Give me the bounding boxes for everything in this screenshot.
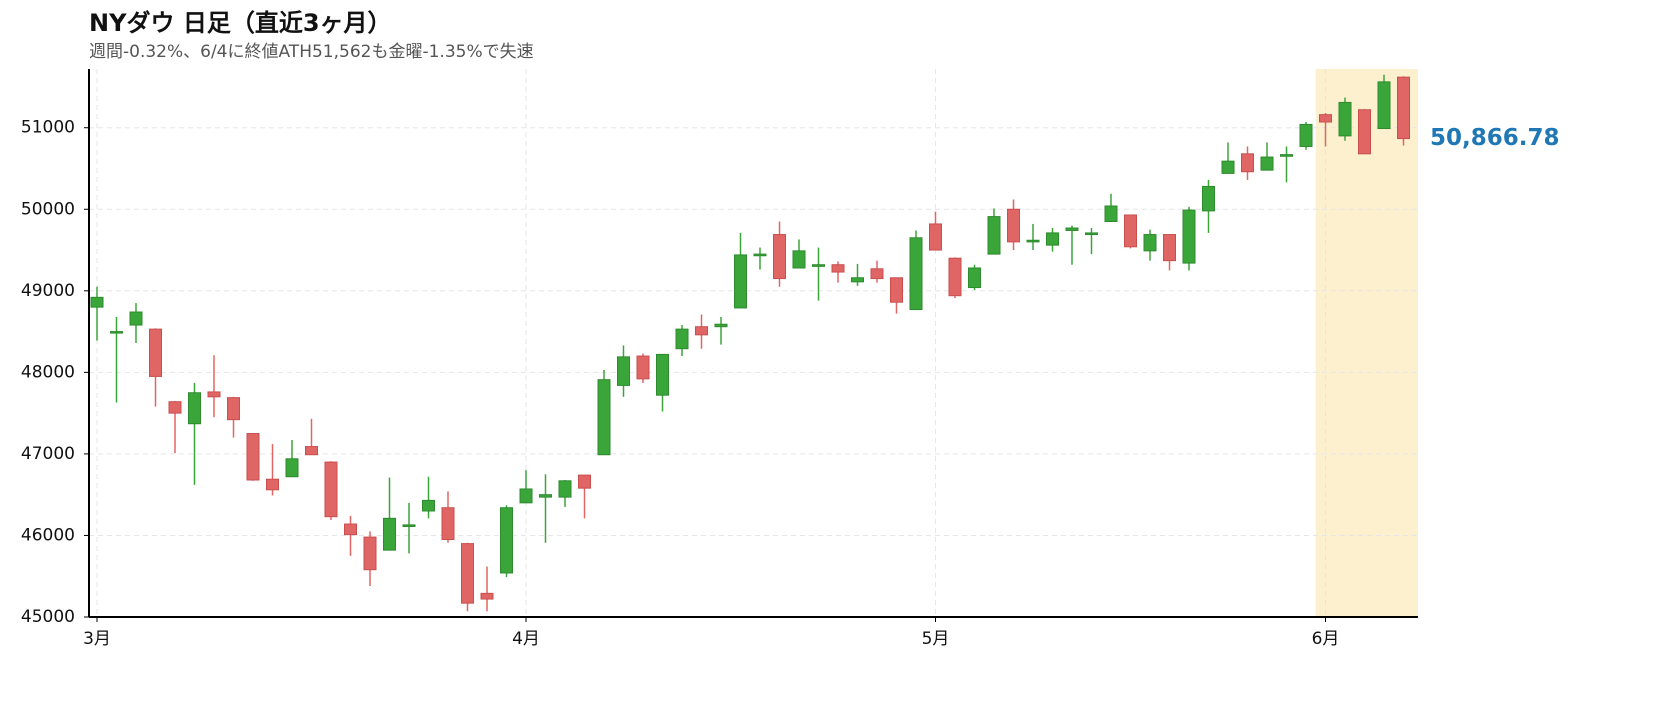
candle-body <box>1397 76 1410 140</box>
candle-body <box>948 257 962 297</box>
candle-body <box>597 379 611 456</box>
candle-body <box>890 277 903 303</box>
candle-body <box>500 507 513 574</box>
candle-body <box>1202 185 1215 212</box>
candle-body <box>636 355 650 380</box>
candle-body <box>753 253 767 257</box>
candle-body <box>968 267 981 289</box>
x-tick-label: 6月 <box>1312 629 1340 649</box>
candle-body <box>519 488 533 504</box>
candle-body <box>363 536 377 571</box>
candle-body <box>870 268 884 280</box>
candle-body <box>1358 109 1371 155</box>
candle-body <box>1260 156 1274 171</box>
y-tick-label: 50000 <box>21 199 75 219</box>
candle-body <box>539 494 552 498</box>
candle-body <box>578 474 591 489</box>
candle-body <box>812 264 825 267</box>
candle-body <box>734 254 747 309</box>
candle-body <box>929 223 942 251</box>
highlight-band <box>1315 69 1418 617</box>
candle-body <box>344 523 357 536</box>
chart-title: NYダウ 日足（直近3ヶ月） <box>89 9 392 37</box>
candle-body <box>792 250 806 269</box>
candle-body <box>909 237 923 311</box>
candle-body <box>188 392 201 425</box>
candle-body <box>617 356 630 386</box>
y-tick-label: 51000 <box>21 118 75 138</box>
candle-body <box>266 478 279 491</box>
candle-body <box>110 331 123 334</box>
candle-body <box>227 397 240 421</box>
candle-body <box>773 234 786 280</box>
candle-body <box>1163 234 1176 262</box>
candle-body <box>1085 232 1098 236</box>
candle-body <box>1319 114 1332 123</box>
candle-body <box>831 264 845 273</box>
candle-body <box>656 353 669 396</box>
candle-body <box>1065 227 1079 231</box>
chart-subtitle: 週間-0.32%、6/4に終値ATH51,562も金曜-1.35%で失速 <box>89 42 534 62</box>
candle-body <box>305 446 318 456</box>
candle-body <box>1299 123 1313 147</box>
candle-body <box>1007 208 1020 243</box>
candle-body <box>441 507 455 541</box>
candle-body <box>129 311 143 326</box>
y-tick-label: 45000 <box>21 607 75 627</box>
last-price-label: 50,866.78 <box>1430 125 1560 151</box>
candle-body <box>402 524 416 527</box>
x-tick-label: 3月 <box>83 629 111 649</box>
x-tick-label: 5月 <box>922 629 950 649</box>
candle-body <box>1377 81 1391 130</box>
candle-body <box>90 296 104 308</box>
y-tick-label: 46000 <box>21 525 75 545</box>
candle-body <box>1046 232 1059 246</box>
candle-body <box>285 458 299 478</box>
y-tick-label: 47000 <box>21 444 75 464</box>
y-tick-label: 48000 <box>21 362 75 382</box>
candle-body <box>675 328 689 350</box>
candle-body <box>1241 153 1254 173</box>
candle-body <box>1143 234 1157 252</box>
candle-body <box>383 517 396 551</box>
candle-body <box>422 499 435 512</box>
candle-body <box>480 592 494 600</box>
candle-body <box>324 461 338 518</box>
candle-body <box>714 323 728 328</box>
candle-body <box>149 328 162 377</box>
candle-body <box>558 480 572 498</box>
candle-body <box>1026 239 1040 243</box>
candle-body <box>246 433 260 481</box>
candle-body <box>1182 209 1196 264</box>
candle-body <box>1124 214 1137 248</box>
candle-body <box>1338 101 1352 137</box>
candle-body <box>1104 205 1118 222</box>
y-tick-label: 49000 <box>21 281 75 301</box>
candle-body <box>1221 160 1235 174</box>
candle-body <box>207 391 221 398</box>
candle-body <box>987 216 1001 255</box>
candle-body <box>1280 154 1293 157</box>
x-tick-label: 4月 <box>512 629 540 649</box>
candle-body <box>695 326 708 336</box>
candle-body <box>851 277 864 283</box>
candle-body <box>461 543 474 604</box>
candle-body <box>168 401 182 414</box>
